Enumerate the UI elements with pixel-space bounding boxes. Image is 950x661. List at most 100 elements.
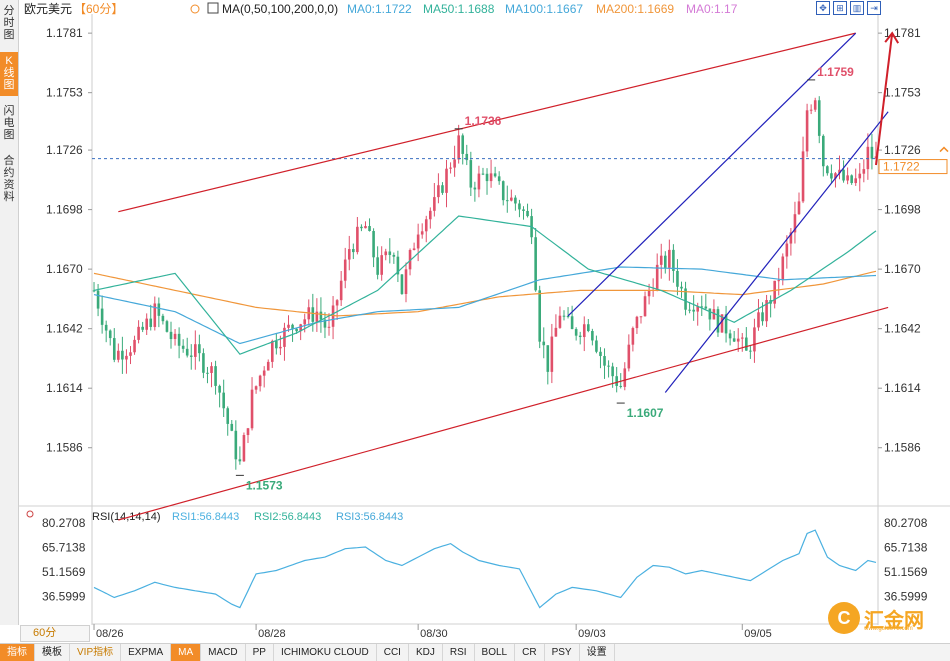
candle-body — [826, 166, 829, 174]
candle-body — [141, 326, 144, 330]
candle-body — [817, 100, 821, 136]
candle-body — [121, 350, 124, 360]
candle-body — [732, 338, 736, 342]
candle-body — [400, 274, 404, 294]
candle-body — [607, 365, 610, 367]
candle-body — [408, 249, 412, 270]
zoom-icon[interactable]: ⊞ — [833, 1, 847, 15]
candle-body — [449, 167, 452, 169]
candle-body — [299, 324, 302, 332]
indicator-bar: 指标 模板 VIP指标 EXPMA MA MACD PP ICHIMOKU CLOUD CCI K… — [0, 643, 950, 661]
candle-body — [591, 331, 594, 341]
candle-body — [805, 110, 809, 152]
indicator-9[interactable]: KDJ — [409, 644, 443, 661]
indicator-0[interactable]: 指标 — [0, 644, 35, 661]
tab-0[interactable]: 分时图 — [3, 5, 15, 41]
indicator-5[interactable]: MACD — [201, 644, 246, 661]
candle-body — [749, 350, 752, 352]
candle-body — [647, 290, 651, 297]
right-rsi-label: 65.7138 — [884, 540, 928, 554]
candle-body — [429, 210, 432, 220]
candle-body — [534, 237, 537, 291]
candle-body — [704, 306, 708, 309]
candle-body — [262, 370, 266, 376]
rsi-title: RSI(14,14,14) — [92, 511, 160, 523]
trend-channel-line — [567, 32, 857, 317]
settings-icon — [190, 4, 200, 14]
candle-body — [347, 249, 351, 260]
header-ma200: MA200:1.1669 — [596, 2, 674, 16]
left-price-label: 1.1642 — [46, 322, 83, 336]
candle-body — [477, 173, 481, 190]
move-icon[interactable]: ✥ — [816, 1, 830, 15]
candle-body — [834, 173, 837, 179]
indicator-12[interactable]: CR — [515, 644, 545, 661]
candle-body — [489, 173, 493, 182]
candle-body — [287, 324, 290, 328]
candle-body — [700, 306, 704, 308]
header-symbol: 欧元美元 — [24, 2, 72, 16]
candle-body — [270, 340, 274, 362]
candle-body — [388, 251, 392, 255]
indicator-13[interactable]: PSY — [545, 644, 580, 661]
candle-body — [672, 249, 675, 271]
export-icon[interactable]: ⇥ — [867, 1, 881, 15]
candle-body — [740, 337, 744, 339]
candle-body — [777, 280, 781, 282]
candle-body — [587, 324, 590, 332]
candle-body — [595, 340, 598, 352]
indicator-6[interactable]: PP — [246, 644, 274, 661]
tab-3[interactable]: 合约资料 — [3, 155, 15, 203]
left-price-label: 1.1698 — [46, 203, 83, 217]
trend-channel-line — [664, 111, 889, 393]
candle-body — [343, 259, 347, 281]
candle-body — [720, 314, 724, 333]
candle-body — [801, 151, 805, 202]
period-selector[interactable]: 60分 — [20, 625, 90, 642]
candle-body — [582, 324, 586, 338]
ma100-line — [93, 266, 877, 345]
indicator-2[interactable]: VIP指标 — [70, 644, 122, 661]
candle-body — [420, 231, 424, 235]
indicator-1[interactable]: 模板 — [35, 644, 70, 661]
left-tab-bar: 分时图 K线图闪电图合约资料 — [0, 0, 19, 625]
candle-body — [364, 226, 367, 229]
candle-body — [291, 324, 294, 329]
indicator-14[interactable]: 设置 — [580, 644, 615, 661]
right-rsi-label: 80.2708 — [884, 516, 928, 530]
candle-body — [433, 197, 436, 211]
candle-body — [708, 308, 712, 320]
indicator-3[interactable]: EXPMA — [121, 644, 172, 661]
candle-body — [866, 146, 870, 170]
right-price-label: 1.1726 — [884, 143, 921, 157]
candle-body — [424, 219, 428, 232]
indicator-10[interactable]: RSI — [443, 644, 475, 661]
indicator-11[interactable]: BOLL — [475, 644, 516, 661]
candle-body — [323, 319, 327, 328]
candle-body — [822, 135, 825, 167]
candle-body — [104, 324, 108, 331]
extreme-label: 1.1573 — [246, 478, 283, 492]
indicator-8[interactable]: CCI — [377, 644, 409, 661]
tab-1[interactable]: K线图 — [0, 52, 18, 96]
candle-body — [676, 270, 679, 287]
chart-type-icon[interactable]: ▥ — [850, 1, 864, 15]
tab-2[interactable]: 闪电图 — [3, 105, 15, 141]
candle-body — [206, 372, 209, 374]
candle-body — [145, 318, 148, 330]
candle-body — [319, 311, 323, 320]
right-rsi-label: 36.5999 — [884, 589, 928, 603]
candle-body — [189, 355, 193, 357]
candle-body — [522, 209, 525, 211]
candle-body — [254, 386, 258, 390]
indicator-7[interactable]: ICHIMOKU CLOUD — [274, 644, 377, 661]
candle-body — [765, 300, 768, 322]
candle-body — [461, 135, 465, 154]
candle-body — [214, 366, 217, 386]
candle-body — [510, 197, 513, 201]
indicator-4[interactable]: MA — [171, 644, 202, 661]
candle-body — [639, 316, 643, 318]
candle-body — [404, 269, 408, 294]
candle-body — [558, 315, 562, 328]
